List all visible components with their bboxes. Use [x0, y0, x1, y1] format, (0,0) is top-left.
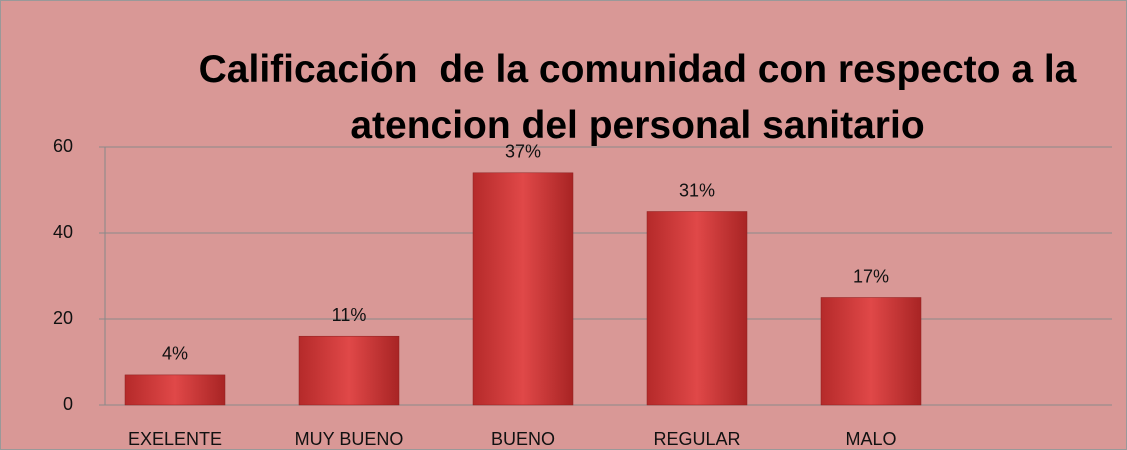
value-label: 17%: [853, 266, 889, 286]
value-label: 31%: [679, 180, 715, 200]
x-tick-label: BUENO: [491, 429, 555, 449]
bar: [472, 172, 574, 406]
x-tick-label: EXELENTE: [128, 429, 222, 449]
y-tick-label: 20: [53, 308, 73, 328]
x-tick-label: MALO: [845, 429, 896, 449]
bar: [124, 374, 226, 406]
y-tick-label: 0: [63, 394, 73, 414]
y-tick-label: 60: [53, 136, 73, 156]
y-tick-label: 40: [53, 222, 73, 242]
value-label: 37%: [505, 142, 541, 162]
value-label: 11%: [332, 305, 367, 325]
bar: [820, 297, 922, 406]
chart-title: Calificación de la comunidad con respect…: [198, 48, 1088, 147]
x-tick-label: MUY BUENO: [295, 429, 404, 449]
x-tick-label: REGULAR: [653, 429, 740, 449]
bar: [646, 211, 748, 406]
bar: [298, 335, 400, 406]
value-label: 4%: [162, 344, 188, 364]
